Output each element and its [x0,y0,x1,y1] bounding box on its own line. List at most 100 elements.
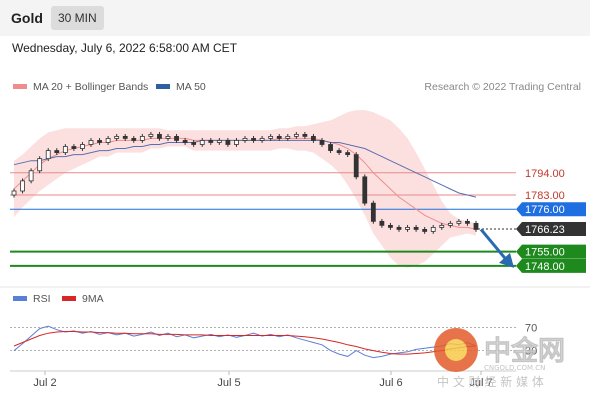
level-label-1794.00: 1794.00 [525,168,565,180]
legend-swatch-ma50 [156,84,170,89]
candle-body [182,140,188,143]
timestamp-label: Wednesday, July 6, 2022 6:58:00 AM CET [12,41,238,55]
legend-swatch-9ma [62,296,76,301]
candle-body [319,140,325,145]
candle-body [439,224,445,228]
candle-body [11,190,17,196]
candle-body [199,140,205,145]
candle-body [131,138,137,141]
rsi-plot: 70 30 [10,322,537,359]
candle-body [97,140,102,143]
candle-body [157,133,162,139]
price-tag-bg-1766.23 [516,221,586,236]
candle-body [379,220,385,226]
candle-body [216,140,222,143]
forecast-arrow-shaft [479,228,510,263]
x-tick-label: Jul 7 [469,377,492,389]
candle-body [165,135,171,139]
price-tag-bg-1748.00 [516,258,586,273]
candle-body [396,226,402,230]
candle-body [311,135,316,141]
rsi-level-label-30: 30 [525,346,537,358]
candle-body [276,135,282,139]
timeframe-button[interactable]: 30 MIN [51,6,104,30]
main-legend: MA 20 + Bollinger Bands MA 50 Research ©… [13,81,581,93]
rsi-series-rsi [13,325,477,359]
research-credit: Research © 2022 Trading Central [424,81,581,93]
candle-body [422,229,428,232]
price-tag-1776.00: 1776.00 [525,204,565,216]
candle-body [413,226,419,230]
price-tag-bg-1755.00 [516,244,586,259]
candle-body [208,140,214,143]
bollinger-band-area [14,110,476,268]
legend-swatch-ma20 [13,84,27,89]
legend-label-ma20: MA 20 + Bollinger Bands [33,81,148,93]
x-tick-label: Jul 2 [33,377,56,389]
candle-body [388,224,393,228]
candle-body [336,150,342,153]
candle-body [302,133,308,137]
price-levels [10,172,516,267]
candle-body [259,138,265,141]
price-tag-1766.23: 1766.23 [525,224,565,236]
candle-body [105,138,111,143]
candle-body [447,222,453,226]
legend-label-9ma: 9MA [82,293,104,305]
watermark-logo-inner-icon [445,339,467,361]
candle-body [405,226,410,230]
bollinger-band-fill [14,110,476,268]
candle-body [54,150,60,153]
candle-body [285,135,291,139]
legend-swatch-rsi [13,296,27,301]
candle-body [80,144,85,149]
candlesticks [11,131,479,234]
candle-body [345,152,351,155]
candle-body [88,140,94,145]
x-tick-label: Jul 6 [379,377,402,389]
price-tag-1748.00: 1748.00 [525,261,565,273]
price-tag-1755.00: 1755.00 [525,247,565,259]
watermark-tagline: 中 文 财 经 新 媒 体 [437,374,544,389]
candle-body [45,150,51,160]
candle-body [362,176,368,204]
legend-label-ma50: MA 50 [176,81,206,93]
candle-body [37,158,43,172]
candle-body [225,140,231,145]
watermark: 中金网 CNGOLD.COM.CN 中 文 财 经 新 媒 体 [434,328,565,389]
rsi-level-label-70: 70 [525,322,537,334]
candle-body [191,142,197,145]
rsi-series-9ma [13,331,477,355]
price-tag-bg-1776.00 [516,202,586,217]
candle-body [71,146,77,149]
instrument-title: Gold [11,10,43,26]
legend-label-rsi: RSI [33,293,51,305]
candle-body [139,135,145,141]
forecast-arrow [479,228,514,268]
candle-body [114,135,120,139]
candle-body [62,146,68,153]
forecast-arrow-head-icon [499,252,514,268]
candle-body [148,133,154,137]
candle-body [473,222,479,230]
candle-body [242,138,248,141]
candle-body [370,202,376,222]
candle-body [465,220,470,224]
watermark-url: CNGOLD.COM.CN [484,364,545,372]
price-tags: 1794.00 1783.00 1776.00 1766.23 1755.00 1748.… [516,168,586,273]
candle-body [174,135,179,141]
candle-body [234,140,239,145]
candle-body [293,133,299,137]
candle-body [430,226,436,232]
x-tick-label: Jul 5 [217,377,240,389]
level-label-1783.00: 1783.00 [525,190,565,202]
watermark-brand: 中金网 [484,335,565,367]
candle-body [328,144,333,151]
candle-body [268,135,274,139]
candle-body [353,154,359,178]
rsi-legend: RSI 9MA [13,293,104,305]
candle-body [20,180,25,192]
candle-body [122,135,128,139]
x-axis-ticks: Jul 2 Jul 5 Jul 6 Jul 7 [33,371,493,389]
